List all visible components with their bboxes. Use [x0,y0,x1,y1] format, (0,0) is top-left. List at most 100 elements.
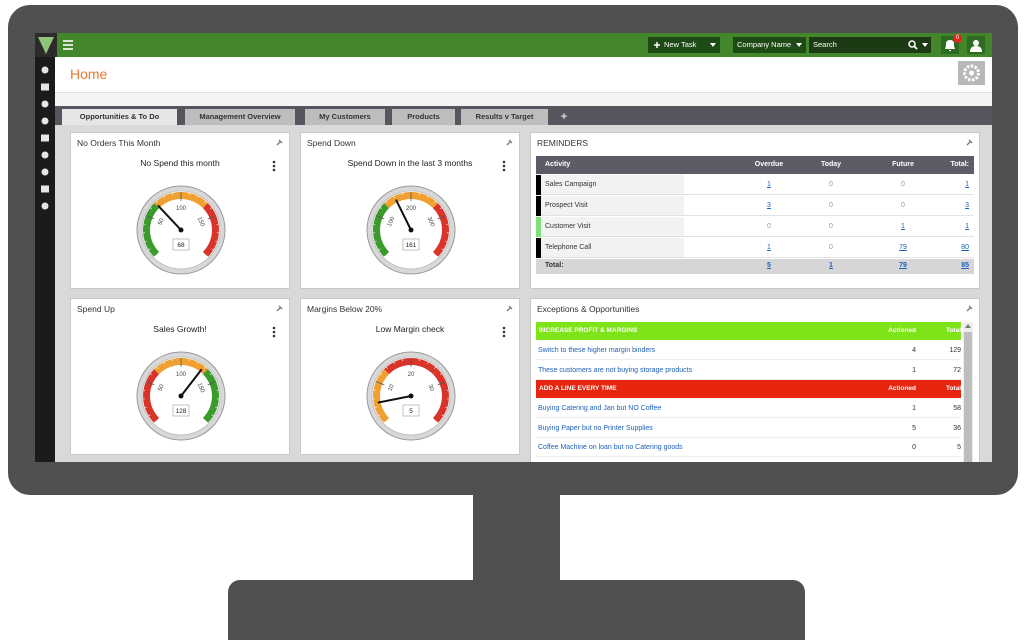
count-link[interactable]: 1 [929,223,969,230]
count-link[interactable]: 1 [929,181,969,188]
group-title: INCREASE PROFIT & MARGINS [539,327,637,334]
gauge-tick-label: 100 [176,372,187,378]
pin-shape [967,306,972,311]
gear-inner [969,71,974,76]
exception-link[interactable]: Coffee Machine on loan but no Catering g… [538,444,683,451]
tab[interactable]: Management Overview [185,109,295,125]
total-count: 36 [921,425,961,432]
count: 0 [811,181,851,188]
gauge-hub [179,228,184,233]
caret-shape [710,43,716,47]
search-icon [908,40,918,50]
sidebar-icon [41,84,49,91]
count: 0 [883,202,923,209]
tab[interactable]: Results v Target [461,109,548,125]
group-column: Total [921,385,961,392]
row-marker [536,217,541,237]
count-link[interactable]: 79 [883,244,923,251]
sidebar-icon [42,101,49,108]
pin-icon [966,305,973,312]
company-select[interactable]: Company Name [733,37,806,53]
settings-button [958,61,985,85]
total-link[interactable]: 1 [811,262,851,269]
count-link[interactable]: 3 [929,202,969,209]
total-count: 129 [921,347,961,354]
gauge-value: 5 [409,408,413,415]
total-label: Total: [545,262,564,269]
panel-title: REMINDERS [537,138,588,148]
new-task-button[interactable]: New Task [648,37,720,53]
total-link[interactable]: 5 [749,262,789,269]
count: 0 [883,181,923,188]
actioned-count: 5 [876,425,916,432]
tab-label: + [555,109,573,125]
count-link[interactable]: 1 [749,244,789,251]
column-header: Overdue [749,161,789,168]
caret-shape [922,43,928,47]
count-link[interactable]: 1 [749,181,789,188]
row-line [536,437,961,438]
tab[interactable]: Opportunities & To Do [62,109,177,125]
count-link[interactable]: 1 [883,223,923,230]
sidebar-icon [42,203,49,210]
row-line [684,215,974,216]
row-line [536,417,961,418]
row-marker [536,175,541,195]
column-header: Total: [929,161,969,168]
sidebar-icon [42,118,49,125]
sidebar-icon [42,67,49,74]
sidebar-icon [42,152,49,159]
notification-badge[interactable]: 0 [953,34,962,43]
sidebar-icon [41,135,49,142]
sidebar-icon [42,169,49,176]
exception-link[interactable]: These customers are not buying storage p… [538,367,692,374]
total-count: 72 [921,367,961,374]
actioned-count: 0 [876,444,916,451]
pin-shape [967,140,972,145]
tab-label: My Customers [305,109,385,125]
exception-link[interactable]: Buying Paper but no Printer Supplies [538,425,653,432]
header: Home [55,57,992,92]
count-link[interactable]: 80 [929,244,969,251]
panel-title: Exceptions & Opportunities [537,304,640,314]
search-box[interactable]: Search [809,37,931,53]
tab[interactable]: + [555,109,573,125]
caret [922,43,928,47]
sidebar-icon [41,186,49,193]
badge-count: 0 [953,34,962,43]
count-link[interactable]: 3 [749,202,789,209]
scrollbar-thumb [964,332,972,462]
activity-name: Telephone Call [545,244,591,251]
tab[interactable]: Products [392,109,455,125]
exception-link[interactable]: Switch to these higher margin binders [538,347,655,354]
new-task-label: New Task [664,40,696,49]
count: 0 [811,244,851,251]
page-title: Home [70,66,107,82]
gauge-value: 128 [176,408,187,415]
monitor-neck [473,494,560,584]
row-marker [536,196,541,216]
exception-link[interactable]: Buying Catering and Jan but NO Coffee [538,405,661,412]
column-header: Activity [545,161,570,168]
tab[interactable]: My Customers [305,109,385,125]
count: 0 [749,223,789,230]
total-link[interactable]: 85 [929,262,969,269]
total-link[interactable]: 79 [883,262,923,269]
column-header: Today [811,161,851,168]
scroll-up [965,324,971,329]
gauge-tick-label: 200 [406,206,417,212]
group-title: ADD A LINE EVERY TIME [539,385,617,392]
row-line [536,359,961,360]
activity-name: Prospect Visit [545,202,588,209]
gauge-tick-label: 100 [176,206,187,212]
gauge-tick-label: 20 [408,372,415,378]
group-column: Actioned [876,385,916,392]
